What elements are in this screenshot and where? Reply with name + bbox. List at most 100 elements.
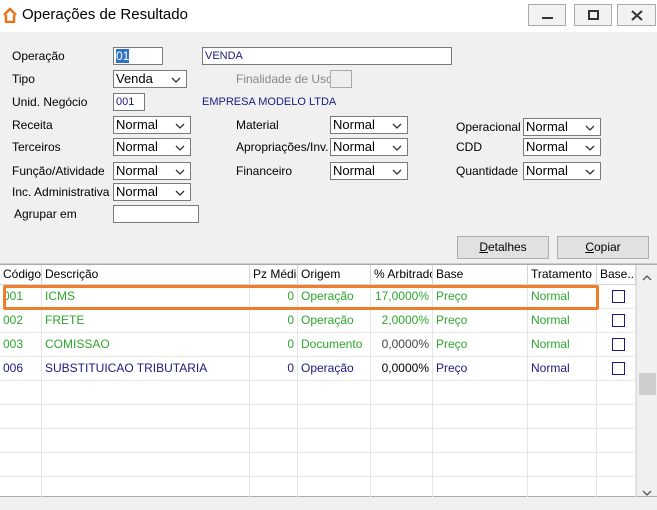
dropdown[interactable]: Normal — [523, 118, 601, 136]
grid-cell-empty — [433, 429, 528, 453]
scroll-down[interactable] — [642, 485, 652, 496]
grid-cell-empty — [42, 429, 250, 453]
column-header[interactable]: Código — [0, 265, 42, 285]
grid-cell-empty — [298, 405, 371, 429]
grid-cell: 0 — [250, 357, 298, 381]
dropdown-arrow — [175, 145, 185, 151]
grid-cell-empty — [597, 453, 636, 477]
field-label: Função/Atividade — [12, 164, 105, 178]
column-header[interactable]: Base... — [597, 265, 636, 285]
grid-cell-empty — [597, 429, 636, 453]
grid-cell: Operação — [298, 357, 371, 381]
scroll-thumb[interactable] — [639, 373, 656, 395]
unit-code-input[interactable]: 001 — [113, 93, 145, 111]
grid-cell-empty — [298, 381, 371, 405]
field-label: Unid. Negócio — [12, 95, 88, 109]
field-label: Inc. Administrativa — [12, 185, 110, 199]
operation-code-input[interactable]: 01 — [113, 47, 163, 65]
close-button[interactable] — [617, 4, 656, 26]
checkbox[interactable] — [612, 362, 625, 375]
grid-cell-empty — [42, 381, 250, 405]
field-label: Quantidade — [456, 164, 519, 178]
status-strip — [0, 497, 657, 510]
grid-cell: 0 — [250, 309, 298, 333]
grid-cell: Normal — [528, 333, 597, 357]
field-label: Finalidade de Uso — [236, 72, 333, 86]
dropdown[interactable]: Normal — [330, 138, 408, 156]
dropdown-arrow — [175, 190, 185, 196]
grid-cell-empty — [298, 429, 371, 453]
grid-cell: FRETE — [42, 309, 250, 333]
grid-cell-empty — [528, 381, 597, 405]
dropdown[interactable]: Normal — [330, 162, 408, 180]
checkbox[interactable] — [612, 314, 625, 327]
grid-cell-empty — [433, 405, 528, 429]
grid-cell-empty — [0, 429, 42, 453]
column-header[interactable]: Tratamento — [528, 265, 597, 285]
checkbox[interactable] — [612, 290, 625, 303]
dropdown-arrow — [585, 125, 595, 131]
dropdown[interactable]: Normal — [523, 138, 601, 156]
grid-cell: 0,0000% — [371, 333, 433, 357]
grid-cell-empty — [597, 381, 636, 405]
field-label: Tipo — [12, 72, 35, 86]
dropdown-arrow — [175, 169, 185, 175]
button[interactable]: Copiar — [557, 236, 649, 259]
column-header[interactable]: Descrição — [42, 265, 250, 285]
grid-cell-empty — [250, 453, 298, 477]
grid-cell: Operação — [298, 309, 371, 333]
grid-cell-empty — [371, 429, 433, 453]
grid-cell-empty — [371, 405, 433, 429]
column-header[interactable]: Base — [433, 265, 528, 285]
scrollbar[interactable] — [636, 265, 657, 496]
dropdown-arrow — [585, 145, 595, 151]
button[interactable]: Detalhes — [457, 236, 549, 259]
grid-cell-empty — [528, 405, 597, 429]
dropdown-arrow — [392, 123, 402, 129]
field-label: Agrupar em — [14, 207, 77, 221]
dropdown[interactable]: Normal — [113, 162, 191, 180]
maximize-button[interactable] — [574, 4, 612, 26]
field-label: Operacional — [456, 120, 521, 134]
grid-cell-empty — [433, 381, 528, 405]
dropdown-arrow — [392, 169, 402, 175]
grid-cell-empty — [528, 453, 597, 477]
dropdown[interactable]: Normal — [113, 183, 191, 201]
finalidade-input — [330, 70, 352, 88]
title-bar: Operações de Resultado — [0, 0, 657, 32]
field-label: Operação — [12, 49, 65, 63]
dropdown[interactable]: Venda — [113, 70, 187, 88]
grid-cell: SUBSTITUICAO TRIBUTARIA — [42, 357, 250, 381]
app-icon — [3, 7, 17, 23]
grid-cell-empty — [371, 453, 433, 477]
dropdown[interactable]: Normal — [113, 138, 191, 156]
grid-cell-empty — [42, 453, 250, 477]
column-header[interactable]: Pz Médio — [250, 265, 298, 285]
window-title: Operações de Resultado — [22, 6, 188, 23]
dropdown[interactable]: Normal — [523, 162, 601, 180]
grid-cell-empty — [597, 309, 636, 333]
checkbox[interactable] — [612, 338, 625, 351]
field-label: Material — [236, 118, 279, 132]
field-label: Receita — [12, 118, 53, 132]
column-header[interactable]: Origem — [298, 265, 371, 285]
field-label: CDD — [456, 140, 482, 154]
dropdown[interactable]: Normal — [330, 116, 408, 134]
grid-cell-empty — [597, 357, 636, 381]
grid-cell-empty — [597, 333, 636, 357]
grid-cell: Preço — [433, 309, 528, 333]
operation-description-input[interactable]: VENDA — [202, 47, 452, 65]
row-highlight — [3, 285, 599, 310]
grid-cell: COMISSAO — [42, 333, 250, 357]
scroll-up[interactable] — [642, 270, 652, 281]
dropdown[interactable]: Normal — [113, 116, 191, 134]
grid-cell-empty — [42, 405, 250, 429]
grid-cell-empty — [371, 381, 433, 405]
agrupar-input[interactable] — [113, 205, 199, 223]
column-header[interactable]: % Arbitrado — [371, 265, 433, 285]
minimize-button[interactable] — [528, 4, 566, 26]
field-label: Apropriações/Inv. — [236, 140, 329, 154]
selected-text: 01 — [116, 49, 130, 63]
